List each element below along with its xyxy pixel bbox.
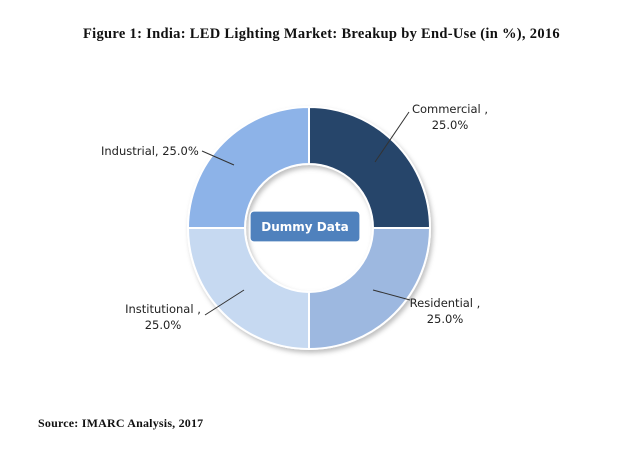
label-commercial: Commercial , 25.0% — [412, 102, 488, 132]
slice-industrial — [186, 105, 310, 229]
source-note: Source: IMARC Analysis, 2017 — [38, 416, 204, 430]
slice-residential — [308, 227, 432, 351]
label-residential: Residential , 25.0% — [410, 296, 481, 326]
dummy-data-badge: Dummy Data — [249, 210, 361, 243]
leader-lines — [201, 111, 411, 316]
leader-residential — [372, 289, 411, 301]
slice-institutional — [186, 227, 310, 351]
slice-commercial — [308, 105, 432, 229]
leader-industrial — [201, 150, 235, 166]
leader-commercial — [374, 111, 410, 163]
leader-institutional — [204, 289, 245, 316]
label-institutional: Institutional , 25.0% — [125, 302, 201, 332]
label-industrial: Industrial, 25.0% — [101, 144, 199, 158]
slices-group — [186, 105, 432, 351]
chart-title: Figure 1: India: LED Lighting Market: Br… — [83, 26, 560, 42]
dummy-data-label: Dummy Data — [261, 220, 348, 234]
slice-labels: Commercial , 25.0% Residential , 25.0% Insti… — [101, 102, 488, 332]
